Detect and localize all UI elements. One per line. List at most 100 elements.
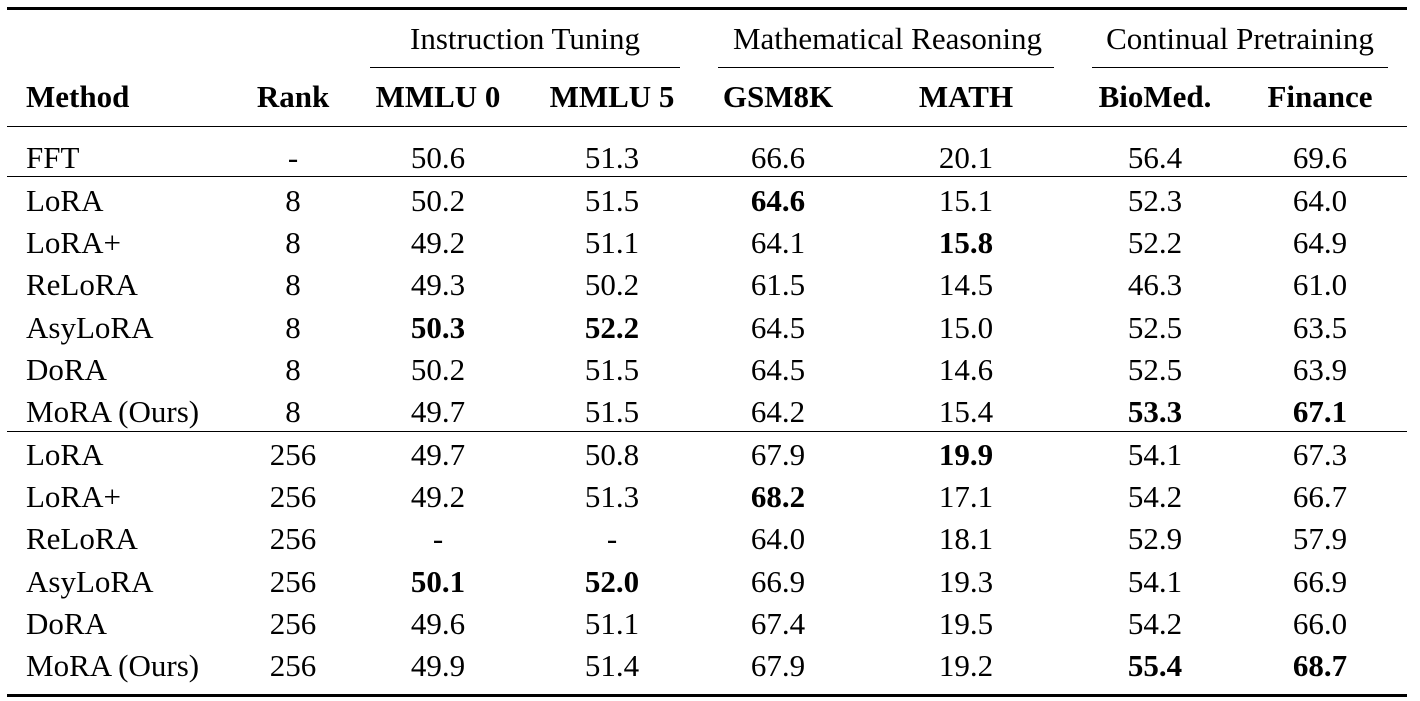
table-cell-method: LoRA+ (26, 225, 121, 260)
table-cell-math: 19.5 (938, 606, 994, 641)
table-cell-math: 19.9 (938, 437, 994, 472)
table-cell-mmlu5: 52.0 (584, 564, 640, 599)
group-underline-mathematical-reasoning (718, 67, 1054, 69)
table-cell-method: DoRA (26, 352, 107, 387)
header-rule (7, 126, 1407, 128)
table-cell-math: 18.1 (938, 521, 994, 556)
group-header-continual-pretraining: Continual Pretraining (1106, 21, 1374, 56)
table-cell-biomed: 52.5 (1127, 352, 1183, 387)
table-cell-mmlu5: 51.3 (584, 479, 640, 514)
table-cell-mmlu0: 49.2 (410, 479, 466, 514)
table-cell-method: ReLoRA (26, 267, 138, 302)
column-header-math: MATH (918, 79, 1014, 114)
table-cell-finance: 68.7 (1292, 648, 1348, 683)
table-cell-mmlu0: 49.7 (410, 437, 466, 472)
table-cell-gsm8k: 64.6 (750, 183, 806, 218)
column-header-mmlu0: MMLU 0 (375, 79, 501, 114)
table-cell-gsm8k: 64.5 (750, 310, 806, 345)
table-cell-method: LoRA (26, 183, 104, 218)
table-cell-gsm8k: 64.5 (750, 352, 806, 387)
table-cell-math: 15.8 (938, 225, 994, 260)
table-cell-rank: 8 (285, 183, 301, 218)
table-cell-mmlu0: 50.6 (410, 140, 466, 175)
table-cell-method: LoRA (26, 437, 104, 472)
table-cell-gsm8k: 61.5 (750, 267, 806, 302)
table-cell-finance: 57.9 (1292, 521, 1348, 556)
table-cell-mmlu0: 49.2 (410, 225, 466, 260)
group-underline-continual-pretraining (1092, 67, 1388, 69)
table-cell-mmlu5: 51.1 (584, 606, 640, 641)
table-cell-math: 15.4 (938, 394, 994, 429)
table-cell-math: 19.2 (938, 648, 994, 683)
table-cell-rank: 256 (269, 606, 317, 641)
table-cell-math: 15.0 (938, 310, 994, 345)
table-cell-mmlu0: 50.2 (410, 352, 466, 387)
table-cell-finance: 66.9 (1292, 564, 1348, 599)
table-cell-finance: 64.9 (1292, 225, 1348, 260)
table-cell-method: ReLoRA (26, 521, 138, 556)
table-cell-finance: 63.5 (1292, 310, 1348, 345)
table-top-rule (7, 7, 1407, 10)
table-cell-biomed: 52.3 (1127, 183, 1183, 218)
column-header-method: Method (26, 79, 130, 114)
table-cell-rank: 256 (269, 479, 317, 514)
table-cell-method: LoRA+ (26, 479, 121, 514)
table-cell-mmlu5: 50.8 (584, 437, 640, 472)
table-cell-gsm8k: 67.9 (750, 648, 806, 683)
table-cell-mmlu0: 50.3 (410, 310, 466, 345)
table-cell-rank: 256 (269, 521, 317, 556)
table-cell-method: AsyLoRA (26, 310, 154, 345)
table-bottom-rule (7, 694, 1407, 697)
table-cell-math: 17.1 (938, 479, 994, 514)
table-cell-rank: 256 (269, 437, 317, 472)
table-cell-method: MoRA (Ours) (26, 648, 200, 683)
table-cell-finance: 64.0 (1292, 183, 1348, 218)
table-cell-mmlu5: 51.5 (584, 183, 640, 218)
table-cell-rank: - (287, 140, 299, 175)
table-cell-method: AsyLoRA (26, 564, 154, 599)
table-cell-mmlu5: 51.5 (584, 394, 640, 429)
rank-separator-rule (7, 431, 1407, 433)
group-header-mathematical-reasoning: Mathematical Reasoning (732, 21, 1043, 56)
table-cell-math: 19.3 (938, 564, 994, 599)
table-cell-gsm8k: 67.4 (750, 606, 806, 641)
table-cell-rank: 8 (285, 352, 301, 387)
table-cell-mmlu5: - (606, 521, 618, 556)
table-cell-mmlu0: 50.2 (410, 183, 466, 218)
table-cell-biomed: 52.9 (1127, 521, 1183, 556)
table-cell-rank: 8 (285, 267, 301, 302)
table-cell-method: FFT (26, 140, 80, 175)
table-cell-math: 15.1 (938, 183, 994, 218)
table-cell-math: 14.5 (938, 267, 994, 302)
column-header-biomed: BioMed. (1098, 79, 1212, 114)
group-underline-instruction-tuning (370, 67, 680, 69)
table-cell-finance: 63.9 (1292, 352, 1348, 387)
column-header-rank: Rank (256, 79, 330, 114)
table-cell-finance: 61.0 (1292, 267, 1348, 302)
column-header-mmlu5: MMLU 5 (549, 79, 675, 114)
table-cell-method: MoRA (Ours) (26, 394, 200, 429)
table-cell-biomed: 55.4 (1127, 648, 1183, 683)
column-header-gsm8k: GSM8K (722, 79, 834, 114)
table-cell-mmlu0: 50.1 (410, 564, 466, 599)
table-cell-mmlu5: 51.4 (584, 648, 640, 683)
table-cell-biomed: 54.1 (1127, 437, 1183, 472)
table-cell-gsm8k: 64.0 (750, 521, 806, 556)
table-cell-mmlu5: 50.2 (584, 267, 640, 302)
table-cell-gsm8k: 64.1 (750, 225, 806, 260)
table-cell-gsm8k: 68.2 (750, 479, 806, 514)
table-cell-math: 20.1 (938, 140, 994, 175)
table-cell-gsm8k: 66.9 (750, 564, 806, 599)
table-cell-finance: 67.3 (1292, 437, 1348, 472)
table-cell-method: DoRA (26, 606, 107, 641)
table-cell-biomed: 56.4 (1127, 140, 1183, 175)
table-cell-mmlu0: 49.3 (410, 267, 466, 302)
table-cell-mmlu5: 51.5 (584, 352, 640, 387)
table-cell-mmlu5: 51.1 (584, 225, 640, 260)
table-cell-rank: 256 (269, 648, 317, 683)
column-header-finance: Finance (1267, 79, 1373, 114)
table-cell-mmlu0: 49.6 (410, 606, 466, 641)
table-cell-mmlu0: 49.9 (410, 648, 466, 683)
table-cell-gsm8k: 67.9 (750, 437, 806, 472)
table-cell-biomed: 54.1 (1127, 564, 1183, 599)
